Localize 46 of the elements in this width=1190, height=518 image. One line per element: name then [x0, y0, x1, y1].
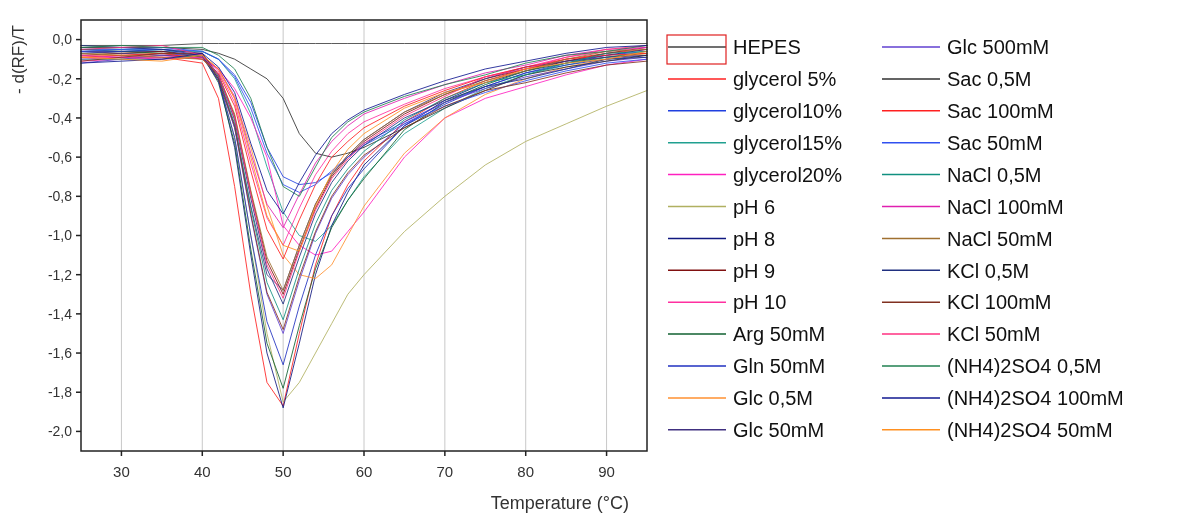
y-tick-label: -1,6	[47, 344, 73, 361]
legend-label: KCl 50mM	[947, 323, 1041, 346]
legend-label: KCl 0,5M	[947, 259, 1030, 282]
legend-label: pH 9	[733, 259, 776, 282]
y-axis-title: - d(RF)/T	[9, 25, 28, 94]
y-tick-label: -1,8	[47, 384, 73, 401]
y-tick-label: -0,2	[47, 70, 73, 87]
legend-label: HEPES	[733, 36, 801, 59]
x-tick-label: 90	[598, 463, 615, 480]
legend-label: Sac 50mM	[947, 131, 1043, 154]
legend-label: Gln 50mM	[733, 355, 826, 378]
legend-label: (NH4)2SO4 100mM	[947, 387, 1124, 410]
y-tick-label: -1,4	[47, 305, 73, 322]
legend-label: glycerol20%	[733, 163, 843, 186]
legend-label: (NH4)2SO4 50mM	[947, 419, 1113, 441]
x-axis-title: Temperature (°C)	[490, 493, 629, 513]
legend-label: glycerol 5%	[733, 68, 837, 91]
y-tick-label: 0,0	[52, 31, 73, 48]
legend-label: glycerol10%	[733, 100, 843, 122]
y-tick-label: -0,6	[47, 149, 73, 166]
legend-label: NaCl 50mM	[947, 227, 1053, 250]
legend-label: Glc 50mM	[733, 419, 825, 441]
x-tick-label: 30	[113, 463, 130, 480]
legend-label: Sac 0,5M	[947, 68, 1032, 91]
legend-label: Glc 500mM	[947, 36, 1050, 59]
legend-label: pH 8	[733, 227, 776, 250]
legend-label: Glc 0,5M	[733, 387, 814, 410]
legend-label: NaCl 0,5M	[947, 163, 1042, 186]
legend-label: pH 6	[733, 195, 776, 218]
legend-label: NaCl 100mM	[947, 195, 1064, 218]
y-tick-label: -1,2	[47, 266, 73, 283]
y-tick-label: -1,0	[47, 227, 73, 244]
legend-label: (NH4)2SO4 0,5M	[947, 355, 1102, 378]
legend-label: KCl 100mM	[947, 291, 1052, 314]
y-tick-label: -2,0	[47, 423, 73, 440]
legend-label: Sac 100mM	[947, 100, 1054, 122]
x-tick-label: 60	[355, 463, 373, 480]
y-tick-label: -0,4	[47, 109, 73, 126]
x-tick-label: 40	[193, 463, 211, 480]
y-tick-label: -0,8	[47, 188, 73, 205]
x-tick-label: 50	[274, 463, 292, 480]
legend-label: pH 10	[733, 291, 787, 314]
x-tick-label: 70	[436, 463, 454, 480]
x-tick-label: 80	[517, 463, 535, 480]
legend-label: Arg 50mM	[733, 323, 826, 346]
legend-label: glycerol15%	[733, 131, 843, 154]
